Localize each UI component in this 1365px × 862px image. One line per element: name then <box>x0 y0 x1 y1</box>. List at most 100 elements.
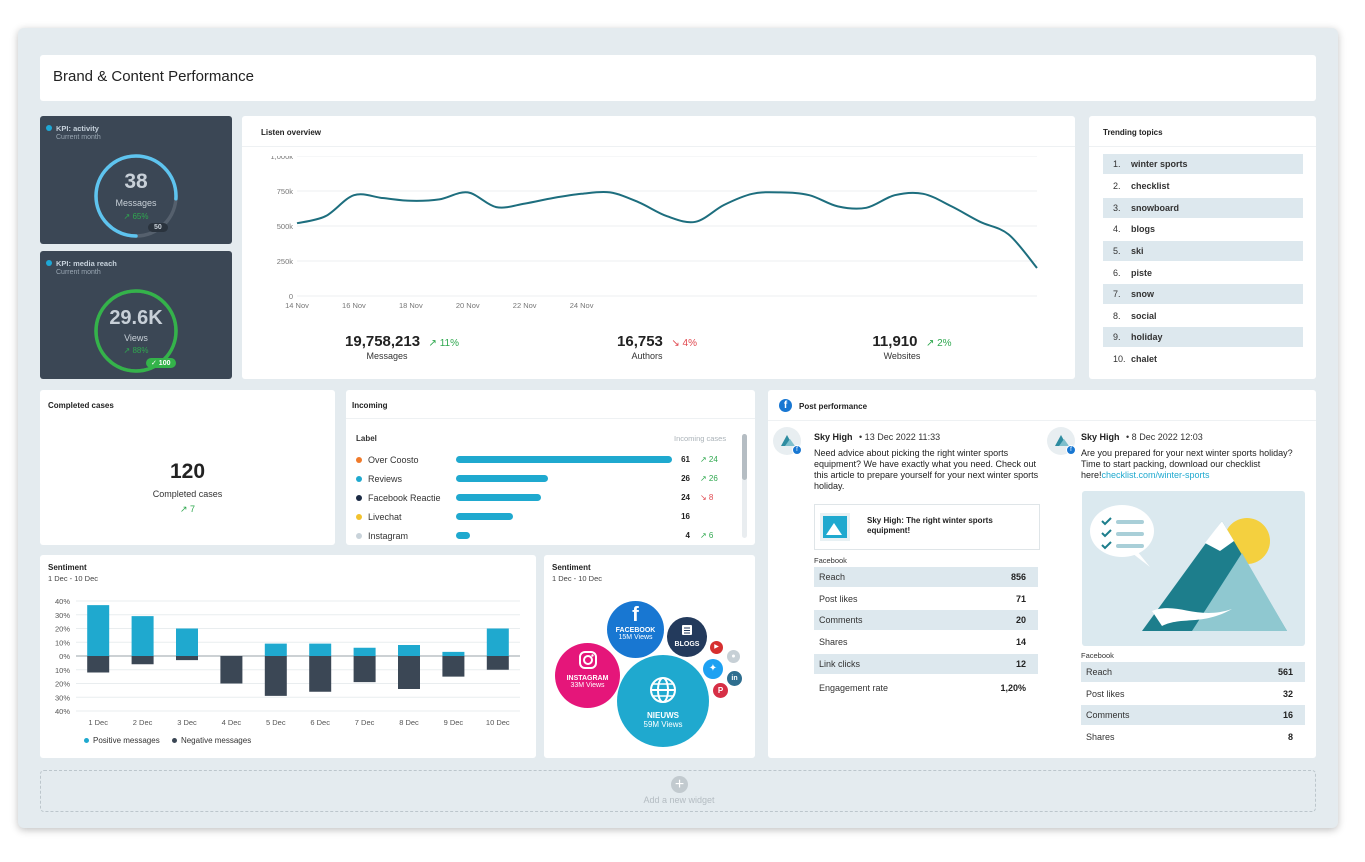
sentiment-bubble-widget[interactable]: Sentiment 1 Dec - 10 Dec NIEUWS 59M View… <box>544 555 755 758</box>
linkedin-icon[interactable]: in <box>727 671 742 686</box>
topic-item[interactable]: 1. winter sports <box>1103 154 1303 174</box>
incoming-row[interactable]: Livechat 16 <box>354 509 726 527</box>
widget-title: Listen overview <box>261 128 322 137</box>
stat-trend: ↘ 4% <box>671 338 697 349</box>
stat-value: 16 <box>1282 710 1293 720</box>
bubble-name: BLOGS <box>674 641 700 648</box>
topic-item[interactable]: 10. chalet <box>1103 349 1303 369</box>
stat-row: Comments 16 <box>1081 705 1305 725</box>
stat-value: 12 <box>1015 659 1026 669</box>
incoming-bar <box>456 532 471 539</box>
topic-item[interactable]: 8. social <box>1103 306 1303 326</box>
kpi-reach-widget[interactable]: KPI: media reach Current month 29.6K Vie… <box>40 251 232 379</box>
stat-value: 16,753 <box>617 333 663 350</box>
post-performance-widget[interactable]: f Post performance f Sky High • 13 Dec 2… <box>768 390 1316 758</box>
nieuws-bubble[interactable]: NIEUWS 59M Views <box>617 655 709 747</box>
x-tick-label: 1 Dec <box>88 718 108 727</box>
x-tick-label: 2 Dec <box>133 718 153 727</box>
topic-rank: 10. <box>1113 354 1126 364</box>
incoming-count: 24 <box>681 493 690 502</box>
incoming-widget[interactable]: Incoming Label Incoming cases Over Coost… <box>346 390 755 545</box>
y-tick-label: 10% <box>55 638 70 647</box>
widget-subtitle: 1 Dec - 10 Dec <box>552 574 603 583</box>
topic-item[interactable]: 6. piste <box>1103 263 1303 283</box>
x-tick-label: 18 Nov <box>399 301 423 310</box>
stat-label: Shares <box>1086 732 1115 742</box>
incoming-row[interactable]: Facebook Reactie 24 ↘ 8 <box>354 490 726 508</box>
positive-bar <box>309 643 332 656</box>
stat-label: Post likes <box>819 594 858 604</box>
negative-bar <box>442 656 465 677</box>
legend-positive: Positive messages <box>93 736 160 745</box>
completed-value: 120 <box>169 460 206 483</box>
add-widget-label[interactable]: Add a new widget <box>643 795 715 805</box>
sentiment-bar-chart: 40% 30% 20% 10% 0% 10% 20% 30% 40% 1 Dec 2 Dec 3 De… <box>55 597 520 727</box>
stat-value: 19,758,213 <box>345 333 421 350</box>
dashboard-frame: Brand & Content Performance KPI: activit… <box>18 28 1338 828</box>
post-author[interactable]: Sky High <box>814 432 853 442</box>
completed-label: Completed cases <box>152 489 223 499</box>
facebook-bubble[interactable]: f FACEBOOK 15M Views <box>607 601 664 658</box>
stat-row: Comments 20 <box>814 610 1038 630</box>
sentiment-bar-widget[interactable]: Sentiment 1 Dec - 10 Dec 40% 30% 20% 10% 0% 1… <box>40 555 536 758</box>
post-date: • 13 Dec 2022 11:33 <box>859 432 941 442</box>
topic-item[interactable]: 9. holiday <box>1103 327 1303 347</box>
post-header: Sky High • 13 Dec 2022 11:33 <box>814 432 940 442</box>
topic-item[interactable]: 2. checklist <box>1103 176 1303 196</box>
pinterest-icon[interactable]: P <box>713 683 728 698</box>
instagram-bubble[interactable]: INSTAGRAM 33M Views <box>555 643 620 708</box>
negative-bar <box>131 656 154 665</box>
post-text-body: Are you prepared for your next winter sp… <box>1081 448 1293 480</box>
stat-value: 856 <box>1010 572 1026 582</box>
incoming-row[interactable]: Instagram 4 ↗ 6 <box>354 528 726 545</box>
kpi-target-badge: 50 <box>148 223 168 232</box>
post-link[interactable]: checklist.com/winter-sports <box>1101 470 1210 480</box>
page-title: Brand & Content Performance <box>53 68 254 85</box>
blogs-bubble[interactable]: BLOGS <box>667 617 707 657</box>
twitter-icon[interactable]: ✦ <box>703 659 723 679</box>
youtube-icon[interactable]: ▶ <box>710 641 723 654</box>
stat-row: Reach 561 <box>1081 662 1305 682</box>
divider <box>242 146 1075 147</box>
incoming-row[interactable]: Reviews 26 ↗ 26 <box>354 471 726 489</box>
incoming-scrollbar[interactable] <box>742 434 747 538</box>
instagram-icon <box>555 650 620 675</box>
stat-value: 71 <box>1015 594 1026 604</box>
incoming-row[interactable]: Over Coosto 61 ↗ 24 <box>354 452 726 470</box>
bubble-name: FACEBOOK <box>615 627 656 634</box>
topic-item[interactable]: 4. blogs <box>1103 219 1303 239</box>
facebook-badge-icon: f <box>792 445 802 455</box>
divider <box>346 418 755 419</box>
topic-label: ski <box>1131 246 1144 256</box>
incoming-count: 26 <box>681 474 690 483</box>
negative-bar <box>264 656 287 696</box>
topic-item[interactable]: 5. ski <box>1103 241 1303 261</box>
plus-icon[interactable]: + <box>671 776 688 793</box>
y-tick-label: 500k <box>277 222 294 231</box>
post-author[interactable]: Sky High <box>1081 432 1120 442</box>
kpi-trend: ↗ 88% <box>123 346 149 355</box>
stat-value: 1,20% <box>1000 683 1026 693</box>
topic-item[interactable]: 7. snow <box>1103 284 1303 304</box>
kpi-activity-widget[interactable]: KPI: activity Current month 38 Messages … <box>40 116 232 244</box>
listen-overview-widget[interactable]: Listen overview 1,000k 750k 500k 250k 0 14 No… <box>242 116 1075 379</box>
chat-icon[interactable]: ● <box>727 650 740 663</box>
trending-topics-widget[interactable]: Trending topics 1. winter sports 2. checkl… <box>1089 116 1316 379</box>
bubble-views: 59M Views <box>643 720 683 729</box>
globe-icon <box>617 675 709 711</box>
topic-item[interactable]: 3. snowboard <box>1103 198 1303 218</box>
positive-bar <box>398 645 420 656</box>
topic-rank: 4. <box>1113 224 1121 234</box>
post-link-preview[interactable]: Sky High: The right winter sports equipm… <box>814 504 1040 550</box>
add-widget-area[interactable]: + Add a new widget <box>40 770 1316 812</box>
topic-label: social <box>1131 311 1157 321</box>
scrollbar-thumb[interactable] <box>742 434 747 480</box>
avatar: f <box>773 427 802 455</box>
completed-cases-widget[interactable]: Completed cases 120 Completed cases ↗ 7 <box>40 390 335 545</box>
col-cases: Incoming cases <box>674 434 727 443</box>
col-label: Label <box>356 434 377 443</box>
x-tick-label: 3 Dec <box>177 718 197 727</box>
divider <box>1089 146 1316 147</box>
topic-rank: 3. <box>1113 203 1121 213</box>
topic-rank: 9. <box>1113 332 1121 342</box>
